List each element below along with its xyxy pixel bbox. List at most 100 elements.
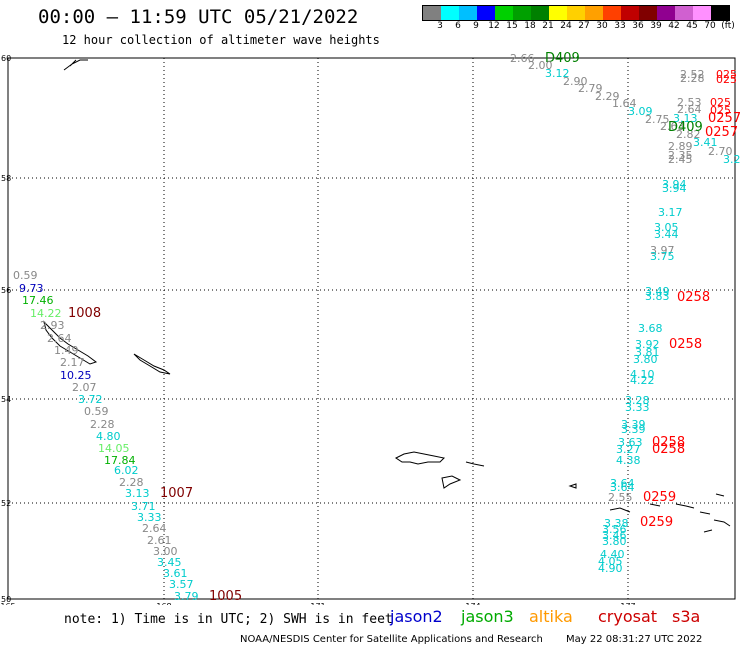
wave-height-label: 2.90 — [563, 75, 588, 88]
kamchatka-coast — [63, 59, 88, 71]
colorbar-swatch — [477, 6, 495, 20]
wave-height-label: 3.38 — [604, 517, 629, 530]
lat-tick-label: 58 — [1, 174, 11, 183]
colorbar-label: 21 — [542, 21, 554, 31]
wave-height-label: 2.66 — [510, 52, 535, 65]
wave-height-label: 17.46 — [22, 294, 54, 307]
wave-height-label: 9.73 — [19, 282, 44, 295]
colorbar-swatch — [639, 6, 657, 20]
colorbar-swatch — [549, 6, 567, 20]
wave-height-label: D409 — [668, 120, 703, 135]
wave-height-label: 0259 — [643, 490, 676, 505]
colorbar-label: 45 — [686, 21, 698, 31]
wave-height-label: 4.22 — [630, 374, 655, 387]
lat-tick-label: 54 — [1, 395, 11, 404]
colorbar-label: 33 — [614, 21, 626, 31]
wave-height-label: 2.53 — [677, 96, 702, 109]
wave-height-label: 3.45 — [157, 556, 182, 569]
colorbar-label: 3 — [437, 21, 443, 31]
andreanof-islands — [609, 493, 731, 533]
wave-height-label: 2.64 — [47, 332, 72, 345]
wave-height-label: 14.05 — [98, 442, 130, 455]
lon-tick-label: 165 — [0, 602, 15, 605]
wave-height-label: 3.94 — [662, 178, 687, 191]
wave-height-label: 1.64 — [612, 97, 637, 110]
wave-height-label: 3.61 — [163, 567, 188, 580]
wave-height-label: 3.28 — [625, 394, 650, 407]
lon-tick-label: 168 — [156, 602, 171, 605]
wave-height-label: 1.49 — [54, 344, 79, 357]
wave-height-label: 0259 — [640, 515, 673, 530]
wave-height-label: 2.64 — [677, 103, 702, 116]
amchitka-islet — [568, 483, 577, 489]
colorbar-label: 30 — [596, 21, 608, 31]
colorbar-label: 36 — [632, 21, 644, 31]
wave-height-label: 3.27 — [616, 443, 641, 456]
wave-height-label: 2.93 — [40, 319, 65, 332]
wave-height-label: 2.75 — [645, 113, 670, 126]
colorbar-swatch — [657, 6, 675, 20]
wave-height-label: 2.63 — [660, 120, 685, 133]
wave-height-label: 0258 — [677, 290, 710, 305]
wave-height-label: 3.94 — [662, 182, 687, 195]
colorbar-label: 15 — [506, 21, 518, 31]
wave-height-label: 3.72 — [78, 393, 103, 406]
wave-height-label: 2.35 — [668, 149, 693, 162]
wave-height-label: 2.52 — [680, 68, 705, 81]
wave-height-label: 0258 — [652, 435, 685, 450]
footnote: note: 1) Time is in UTC; 2) SWH is in fe… — [64, 612, 393, 627]
wave-height-label: 2.45 — [668, 153, 693, 166]
bering-island — [43, 320, 98, 365]
wave-height-label: 4.10 — [630, 368, 655, 381]
wave-height-label: 3.64 — [610, 477, 635, 490]
wave-height-label: 025 — [716, 73, 737, 86]
credit-line: NOAA/NESDIS Center for Satellite Applica… — [240, 634, 702, 645]
wave-height-label: 2.07 — [72, 381, 97, 394]
wave-height-label: 2.00 — [528, 59, 553, 72]
wave-height-label: 3.63 — [618, 436, 643, 449]
legend-item-jason3: jason3 — [461, 607, 514, 626]
colorbar-swatch — [585, 6, 603, 20]
wave-height-label: 3.80 — [602, 535, 627, 548]
wave-height-label: 3.71 — [131, 500, 156, 513]
wave-height-label: 3.64 — [610, 481, 635, 494]
wave-height-label: 025 — [710, 96, 731, 109]
wave-height-label: 3.92 — [635, 338, 660, 351]
wave-height-label: 3.17 — [658, 206, 683, 219]
wave-height-label: 3.39 — [621, 423, 646, 436]
wave-height-label: 3.81 — [635, 346, 660, 359]
colorbar-label: (ft) — [721, 21, 735, 31]
colorbar-label: 24 — [560, 21, 572, 31]
wave-height-label: 4.05 — [598, 555, 623, 568]
colorbar-label: 42 — [668, 21, 680, 31]
wave-height-label: 3.09 — [628, 105, 653, 118]
wave-height-label: 2.29 — [595, 90, 620, 103]
wave-height-label: 3.12 — [545, 67, 570, 80]
wave-height-colorbar — [422, 5, 730, 21]
colorbar-swatch — [531, 6, 549, 20]
lon-tick-label: 174 — [465, 602, 480, 605]
wave-height-label: 3.79 — [174, 590, 199, 603]
wave-height-label: 1008 — [68, 306, 101, 321]
wave-height-label: 3.68 — [638, 322, 663, 335]
legend-item-jason2: jason2 — [390, 607, 443, 626]
wave-height-label: 6.02 — [114, 464, 139, 477]
colorbar-swatch — [459, 6, 477, 20]
wave-height-label: 0.59 — [13, 269, 38, 282]
wave-height-label: 3.57 — [169, 578, 194, 591]
map-frame — [7, 57, 736, 600]
lat-tick-label: 52 — [1, 499, 11, 508]
wave-height-label: 2.28 — [680, 72, 705, 85]
wave-height-label: 0257 — [708, 111, 740, 126]
colorbar-swatch — [423, 6, 441, 20]
wave-height-label: 2.55 — [608, 491, 633, 504]
timestamp: May 22 08:31:27 UTC 2022 — [566, 634, 703, 645]
colorbar-swatch — [675, 6, 693, 20]
legend-item-s3a: s3a — [672, 607, 701, 626]
lon-tick-label: 177 — [620, 602, 635, 605]
colorbar-swatch — [495, 6, 513, 20]
wave-height-label: 4.80 — [96, 430, 121, 443]
wave-height-label: 0257 — [705, 125, 738, 140]
colorbar-swatch — [621, 6, 639, 20]
colorbar-label: 39 — [650, 21, 662, 31]
